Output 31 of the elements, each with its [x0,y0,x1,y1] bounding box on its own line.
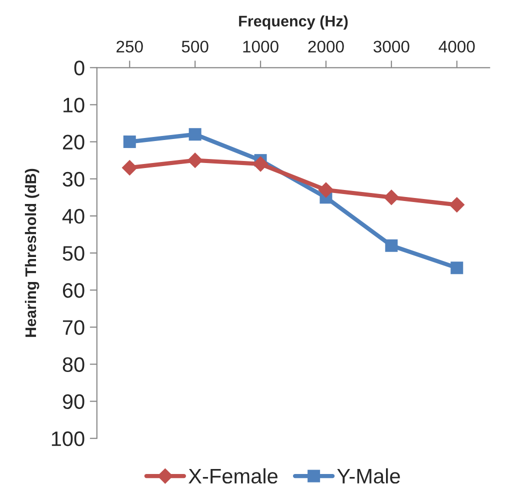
x-tick-label: 500 [182,40,208,53]
point [123,136,136,148]
point [384,190,400,206]
x-tick-label: 3000 [374,40,410,53]
x-tick-label: 2000 [308,40,344,53]
point [188,128,202,141]
point [450,262,464,274]
x-tick-label: 1000 [243,40,278,53]
y-tick-label: 40 [62,208,84,224]
point [252,156,268,172]
y-tick-label: 30 [62,172,84,187]
x-tick-label: 250 [116,40,143,53]
y-tick-label: 90 [62,394,84,410]
point [187,152,203,168]
y-tick-label: 100 [52,431,84,446]
y-axis-title: Hearing Threshold (dB) [24,168,40,337]
legend-label: Y-Male [337,468,400,484]
y-tick-label: 0 [74,60,84,76]
y-tick-label: 20 [62,134,84,150]
point [449,196,465,213]
y-tick-label: 50 [62,246,84,261]
legend-label: X-Female [188,468,278,484]
point [318,182,334,198]
y-tick-label: 70 [62,320,84,335]
x-tick-label: 4000 [438,40,475,53]
y-tick-label: 10 [64,98,84,112]
point [122,160,138,176]
point [385,239,398,252]
x-axis-title: Frequency (Hz) [239,15,348,30]
y-tick-label: 80 [62,357,84,372]
y-tick-label: 60 [62,283,84,298]
